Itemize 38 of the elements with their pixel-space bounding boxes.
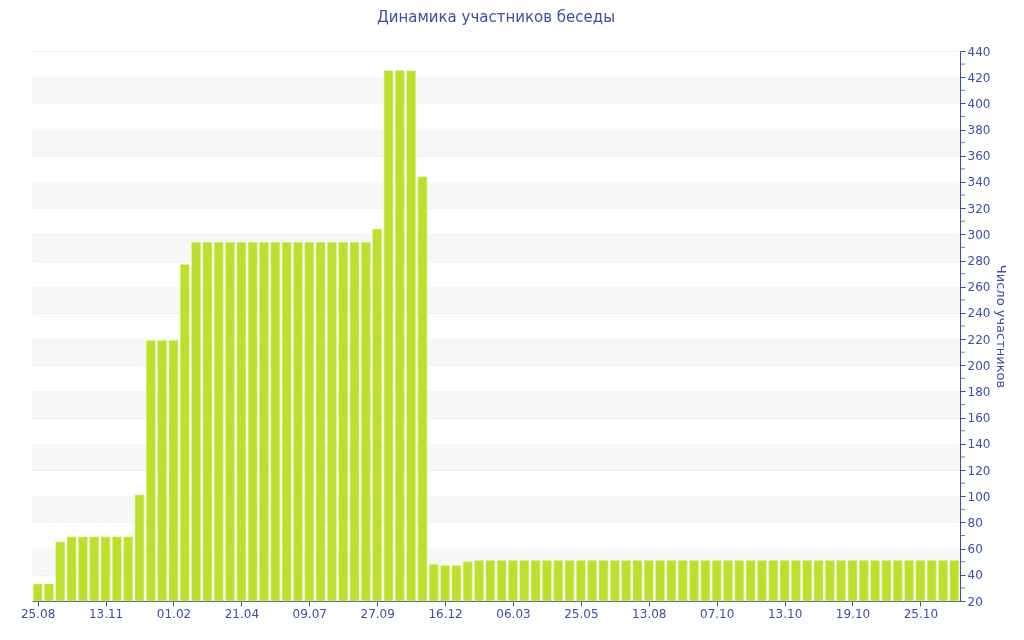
- y-tick-label: 140: [967, 437, 991, 452]
- y-tick-label: 440: [967, 44, 991, 59]
- y-tick-label: 240: [967, 306, 991, 321]
- x-tick-label: 19.10: [835, 606, 871, 621]
- y-tick-label: 360: [967, 149, 991, 164]
- y-tick-label: 60: [967, 542, 983, 557]
- x-tick-label: 16.12: [428, 606, 463, 621]
- x-tick-label: 06.03: [496, 606, 531, 621]
- chart-title: Динамика участников беседы: [376, 8, 616, 26]
- x-tick-label: 13.10: [767, 606, 803, 621]
- y-tick-label: 220: [967, 332, 991, 347]
- x-tick-label: 25.05: [564, 606, 599, 621]
- y-tick-label: 380: [967, 123, 991, 138]
- y-tick-label: 340: [967, 175, 991, 190]
- x-tick-label: 01.02: [156, 606, 192, 621]
- y-tick-label: 280: [967, 254, 991, 269]
- x-tick-label: 21.04: [224, 606, 260, 621]
- y-tick-label: 20: [967, 594, 983, 609]
- y-tick-label: 420: [967, 70, 991, 85]
- x-tick-label: 25.08: [20, 606, 56, 621]
- y-tick-label: 180: [967, 384, 991, 399]
- x-tick-label: 09.07: [292, 606, 327, 621]
- y-tick-label: 260: [967, 280, 991, 295]
- x-tick-label: 27.09: [360, 606, 395, 621]
- y-tick-label: 100: [967, 489, 991, 504]
- y-tick-label: 200: [967, 358, 991, 373]
- y-tick-label: 160: [967, 411, 991, 426]
- y-tick-label: 400: [967, 96, 991, 111]
- y-tick-label: 40: [967, 568, 983, 583]
- y-tick-label: 120: [967, 463, 991, 478]
- y-tick-label: 300: [967, 227, 991, 242]
- x-tick-label: 13.11: [88, 606, 124, 621]
- y-tick-label: 320: [967, 201, 991, 216]
- x-tick-label: 07.10: [700, 606, 735, 621]
- y-tick-label: 80: [967, 515, 983, 530]
- x-tick-label: 25.10: [903, 606, 939, 621]
- x-tick-label: 13.08: [632, 606, 667, 621]
- y-axis-title: Число участников: [994, 264, 1010, 389]
